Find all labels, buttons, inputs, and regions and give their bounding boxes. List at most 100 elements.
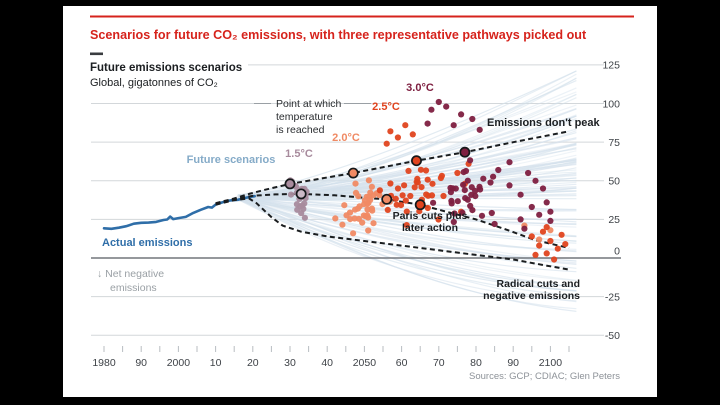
scenario-dot [402, 122, 409, 129]
scenario-dot [458, 111, 465, 118]
scenario-dot [558, 231, 565, 238]
point-note-line-3: is reached [276, 124, 325, 136]
scenario-dot [352, 206, 359, 213]
pathway-markers [284, 146, 471, 211]
scenario-dot [554, 245, 561, 252]
y-axis-label-25: 25 [608, 214, 620, 226]
scenario-dot [417, 166, 424, 173]
x-axis-label-90: 90 [507, 357, 519, 369]
scenario-dot [543, 250, 550, 257]
actual-emissions-layer [102, 194, 256, 231]
scenario-dot [440, 192, 447, 200]
scenario-dot [428, 106, 435, 113]
scenario-line [237, 143, 577, 201]
scenario-line [237, 195, 577, 265]
x-axis-label-20: 20 [247, 357, 259, 369]
pathway-marker [414, 199, 426, 211]
scenario-line [237, 198, 577, 297]
scenario-dot [469, 115, 476, 123]
x-axis-label-30: 30 [284, 357, 296, 369]
scenario-dot [424, 204, 431, 212]
scenario-dot [368, 183, 375, 190]
paris-label-line-2: later action [402, 222, 458, 234]
scenario-dot [351, 215, 358, 222]
temp-label-2-0c: 2.0°C [332, 132, 360, 144]
point-note-line-1: Point at which [276, 98, 342, 110]
scenario-dot [472, 193, 479, 200]
scenario-dot [454, 169, 461, 177]
scenario-dot [394, 185, 402, 192]
scenario-dot [359, 219, 366, 226]
pathway-marker [284, 178, 296, 190]
pathway-marker [347, 167, 359, 179]
x-axis-label-80: 80 [470, 357, 482, 369]
scenario-dot [414, 179, 421, 186]
scenario-dot [539, 185, 547, 192]
y-axis-label--25: -25 [605, 291, 620, 303]
scenario-dot [394, 134, 401, 141]
radical-label-line-2: negative emissions [483, 290, 580, 302]
scenario-dot [365, 227, 372, 234]
scenario-dot [435, 98, 442, 106]
scenario-dot [399, 192, 406, 199]
chart-title: Scenarios for future CO₂ emissions, with… [90, 28, 587, 42]
scenario-dot [543, 224, 550, 231]
scenario-dot [376, 192, 383, 199]
scenario-dot [488, 209, 495, 217]
scenario-dot [528, 203, 535, 211]
scenario-dot [376, 187, 383, 194]
scenario-dot [301, 200, 308, 207]
future-scenarios-label: Future scenarios [187, 154, 276, 166]
actual-emissions-path [102, 194, 256, 231]
scenario-line [237, 198, 577, 269]
scenario-dot [367, 189, 374, 196]
dots-group-3 [424, 98, 554, 232]
scenario-dot [403, 222, 410, 229]
pathway-paris-later [215, 192, 570, 249]
emissions-chart: 125 100 75 50 25 0 -25 -50 1980 90 2000 10 20 30 40 205… [90, 15, 634, 382]
scenario-dot [350, 230, 357, 237]
scenario-line [237, 198, 577, 273]
scenario-dot [428, 192, 436, 199]
scenario-dot [476, 126, 483, 133]
scenario-line [237, 197, 577, 265]
scenario-dot [411, 184, 418, 191]
scenario-dot [536, 211, 543, 218]
scenario-dot [490, 173, 497, 180]
pathway-no-peak [215, 130, 570, 205]
scenario-dot [401, 182, 408, 189]
scenario-dot [430, 199, 437, 206]
scenario-dot [418, 184, 425, 191]
scenario-dot [387, 128, 394, 135]
x-axis-label-90: 90 [135, 357, 147, 369]
scenario-dot [343, 212, 350, 219]
y-axis-label-50: 50 [608, 176, 620, 188]
scenario-dot [477, 186, 484, 193]
scenario-dot [447, 184, 454, 192]
scenario-line [237, 174, 577, 200]
point-note-line-2: temperature [276, 111, 333, 123]
scenario-dot [536, 236, 543, 243]
scenario-dot [365, 177, 372, 184]
chart-subtitle: Future emissions scenarios [90, 62, 242, 74]
scenario-dot [423, 191, 430, 198]
y-axis-label-100: 100 [602, 98, 620, 110]
net-negative-line-2: emissions [110, 282, 157, 294]
pathway-marker [295, 188, 307, 200]
scenario-dot [403, 208, 410, 215]
x-axis-label-2050: 2050 [353, 357, 377, 369]
scenario-dot [438, 172, 445, 179]
scenario-dot [450, 122, 457, 129]
scenario-dot [452, 185, 459, 192]
scenario-dot [332, 215, 339, 222]
pathway-lines [215, 130, 570, 271]
scenario-dot [459, 209, 466, 216]
scenario-dot [462, 167, 470, 175]
scenario-dot [352, 180, 359, 187]
radical-label-line-1: Radical cuts and [497, 278, 580, 290]
scenario-dot [448, 200, 455, 207]
scenario-dot [543, 199, 550, 206]
scenario-dot [532, 251, 539, 258]
scenario-dot [405, 167, 412, 174]
scenario-dot [539, 228, 547, 235]
